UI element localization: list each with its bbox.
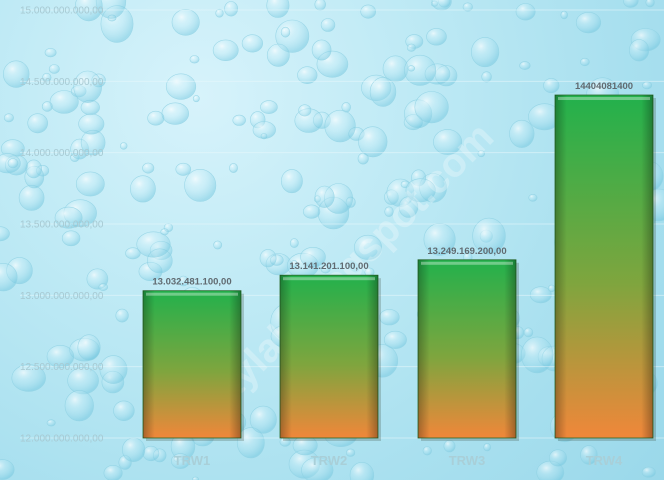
y-tick-label: 14.500.000.000,00 <box>20 77 104 88</box>
y-tick-label: 14.000.000.000,00 <box>20 148 104 159</box>
x-tick-label: TRW4 <box>586 453 623 468</box>
bar-bevel <box>143 291 241 438</box>
bar-bevel <box>280 275 378 438</box>
y-tick-label: 12.000.000.000,00 <box>20 434 104 445</box>
x-tick-label: TRW3 <box>449 453 486 468</box>
bar-bevel <box>418 260 516 438</box>
data-label: 14404081400 <box>575 81 633 92</box>
y-tick-label: 13.000.000.000,00 <box>20 291 104 302</box>
bar-highlight <box>421 262 513 265</box>
bar-highlight <box>283 277 375 280</box>
y-tick-label: 15.000.000.000,00 <box>20 6 104 17</box>
data-label: 13.249.169.200,00 <box>427 246 506 257</box>
x-tick-label: TRW1 <box>174 453 211 468</box>
x-tick-label: TRW2 <box>311 453 348 468</box>
bar-highlight <box>146 293 238 296</box>
bar-highlight <box>558 97 650 100</box>
y-tick-label: 12.500.000.000,00 <box>20 362 104 373</box>
bar-bevel <box>555 95 653 438</box>
data-label: 13.032.481.100,00 <box>152 277 231 288</box>
data-label: 13.141.201.100,00 <box>289 261 368 272</box>
y-tick-label: 13.500.000.000,00 <box>20 220 104 231</box>
